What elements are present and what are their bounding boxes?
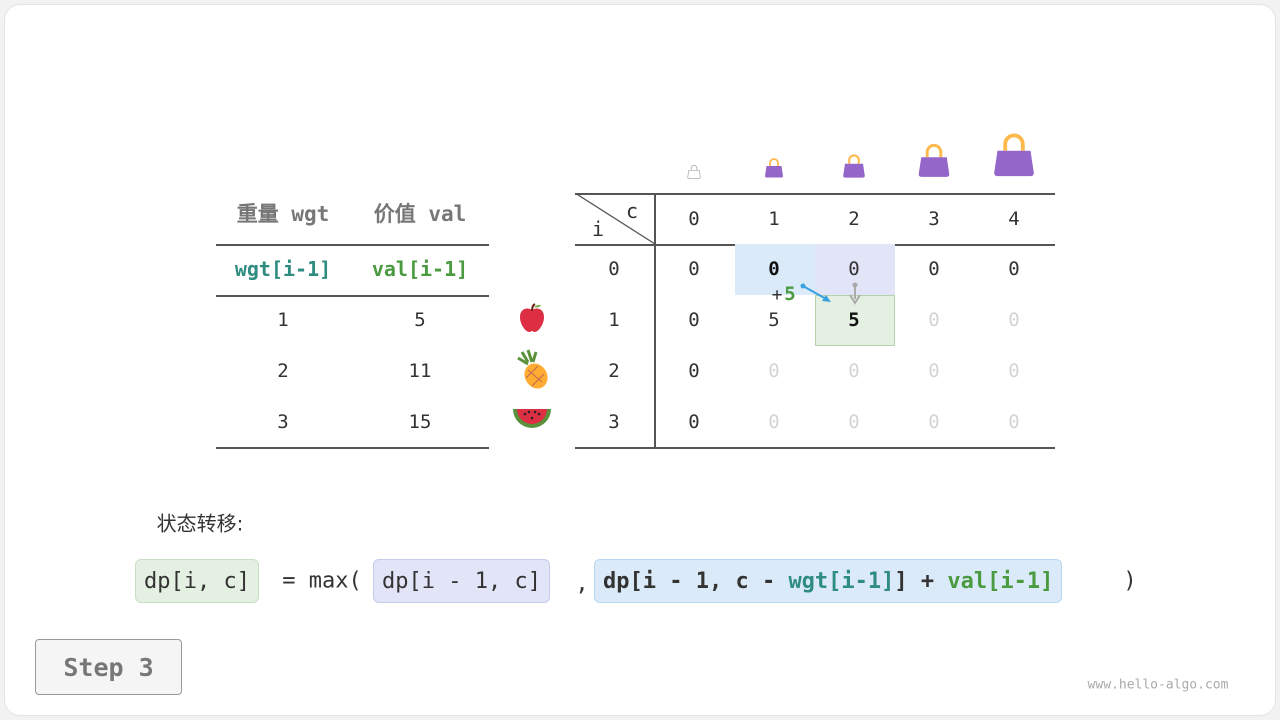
capacity-header: 2 <box>848 208 860 230</box>
bag-icon <box>687 164 701 179</box>
capacity-header: 1 <box>768 208 780 230</box>
bag-icon <box>992 131 1036 179</box>
formula-max: = max( <box>282 568 362 594</box>
formula-comma: , <box>575 571 589 597</box>
watermark: www.hello-algo.com <box>1087 677 1229 693</box>
dp-cell: 0 <box>928 360 940 382</box>
dp-cell: 0 <box>768 258 780 280</box>
column-subheader: val[i-1] <box>371 257 469 281</box>
dp-cell: 5 <box>848 309 860 331</box>
dp-cell: 0 <box>688 411 700 433</box>
row-label: 1 <box>608 309 620 331</box>
formula-lhs: dp[i, c] <box>135 559 259 603</box>
dp-cell: 0 <box>688 360 700 382</box>
table-cell: 2 <box>277 360 289 382</box>
formula-close: ) <box>1123 568 1137 594</box>
dp-cell: 0 <box>768 411 780 433</box>
dp-cell: 5 <box>768 309 780 331</box>
formula-option-take: dp[i - 1, c - wgt[i-1]] + val[i-1] <box>594 559 1063 603</box>
table-cell: 1 <box>277 309 289 331</box>
table-cell: 3 <box>277 411 289 433</box>
table-cell: 15 <box>408 411 432 433</box>
capacity-header: 4 <box>1008 208 1020 230</box>
dp-cell: 0 <box>848 258 860 280</box>
step-button[interactable]: Step 3 <box>35 639 182 695</box>
dp-cell: 0 <box>1008 309 1020 331</box>
formula-val: val[i-1] <box>947 568 1054 594</box>
plus-value: 5 <box>784 283 796 305</box>
table-cell: 5 <box>414 309 426 331</box>
bag-icon <box>917 142 951 179</box>
dp-cell: 0 <box>928 411 940 433</box>
formula-take-mid: ] + <box>894 568 948 594</box>
formula-take-prefix: dp[i - 1, c - <box>603 568 789 594</box>
dp-cell: 0 <box>928 309 940 331</box>
divider <box>575 193 1055 195</box>
bag-icon <box>842 153 866 179</box>
divider <box>216 295 489 297</box>
divider <box>216 244 489 246</box>
corner-c-label: c <box>625 199 639 223</box>
apple-icon <box>517 302 547 334</box>
divider <box>216 447 489 449</box>
dp-cell: 0 <box>1008 258 1020 280</box>
formula-wgt: wgt[i-1] <box>788 568 895 594</box>
divider <box>575 447 1055 449</box>
row-label: 3 <box>608 411 620 433</box>
capacity-header: 0 <box>688 208 700 230</box>
dp-cell: 0 <box>768 360 780 382</box>
corner-diagonal <box>574 192 656 245</box>
column-header: 价值 val <box>373 202 467 226</box>
row-label: 0 <box>608 258 620 280</box>
corner-i-label: i <box>591 217 605 241</box>
bag-icon <box>764 157 784 179</box>
row-label: 2 <box>608 360 620 382</box>
dp-cell: 0 <box>848 411 860 433</box>
table-cell: 11 <box>408 360 432 382</box>
column-header: 重量 wgt <box>236 202 330 226</box>
dp-cell: 0 <box>688 309 700 331</box>
pineapple-icon <box>514 348 550 390</box>
dp-cell: 0 <box>1008 411 1020 433</box>
dp-cell: 0 <box>1008 360 1020 382</box>
formula-option-skip: dp[i - 1, c] <box>373 559 550 603</box>
capacity-header: 3 <box>928 208 940 230</box>
dp-cell: 0 <box>928 258 940 280</box>
plus-sign: + <box>771 284 783 306</box>
dp-cell: 0 <box>848 360 860 382</box>
watermelon-icon <box>511 405 553 435</box>
dp-cell: 0 <box>688 258 700 280</box>
transition-label: 状态转移: <box>156 511 244 536</box>
column-subheader: wgt[i-1] <box>234 257 332 281</box>
transition-arrows <box>798 281 868 311</box>
divider <box>654 193 656 447</box>
